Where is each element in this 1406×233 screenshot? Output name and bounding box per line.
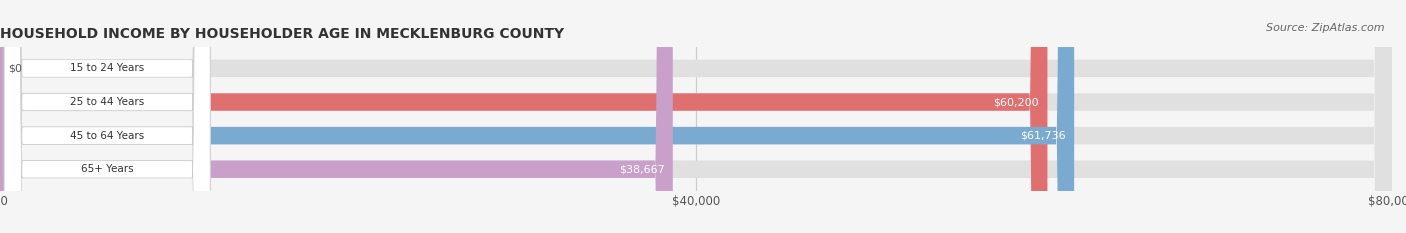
FancyBboxPatch shape (0, 0, 1047, 233)
FancyBboxPatch shape (4, 0, 209, 233)
FancyBboxPatch shape (0, 0, 1074, 233)
Text: 65+ Years: 65+ Years (82, 164, 134, 174)
Text: HOUSEHOLD INCOME BY HOUSEHOLDER AGE IN MECKLENBURG COUNTY: HOUSEHOLD INCOME BY HOUSEHOLDER AGE IN M… (0, 27, 564, 41)
FancyBboxPatch shape (4, 0, 209, 233)
FancyBboxPatch shape (0, 0, 673, 233)
Text: 15 to 24 Years: 15 to 24 Years (70, 63, 145, 73)
Text: Source: ZipAtlas.com: Source: ZipAtlas.com (1267, 23, 1385, 33)
FancyBboxPatch shape (4, 0, 209, 233)
Text: $61,736: $61,736 (1021, 131, 1066, 141)
Text: 45 to 64 Years: 45 to 64 Years (70, 131, 145, 141)
FancyBboxPatch shape (4, 0, 209, 233)
Text: $38,667: $38,667 (619, 164, 665, 174)
Text: $60,200: $60,200 (994, 97, 1039, 107)
Text: $0: $0 (8, 63, 22, 73)
Text: 25 to 44 Years: 25 to 44 Years (70, 97, 145, 107)
